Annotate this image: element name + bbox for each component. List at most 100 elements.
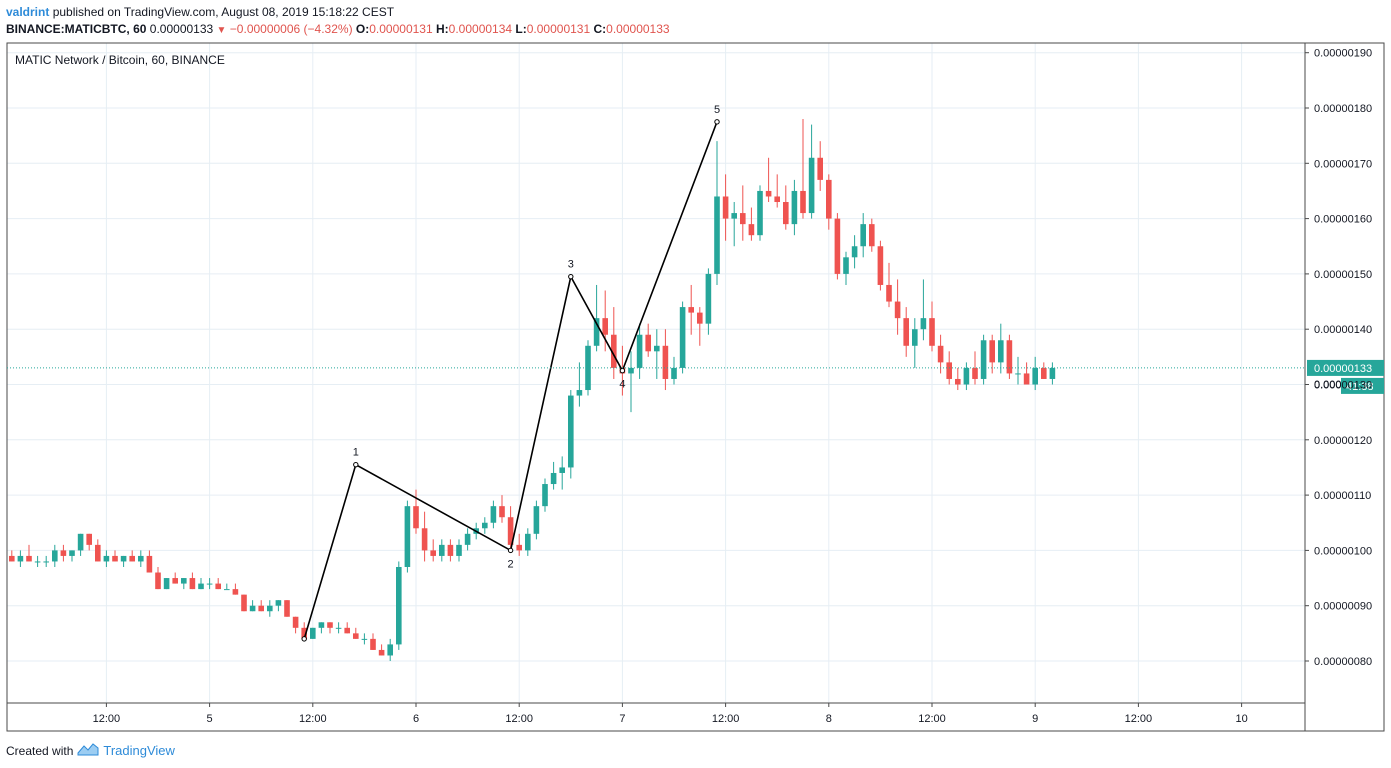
candle: [310, 627, 316, 639]
candle: [550, 461, 557, 490]
candle: [318, 622, 325, 634]
candle: [602, 290, 608, 352]
time-tick-label: 12:00: [712, 713, 740, 725]
candle-body: [129, 555, 135, 562]
candlestick-series: [9, 119, 1056, 661]
candle: [808, 124, 815, 219]
candle-body: [155, 572, 161, 590]
candle-body: [404, 506, 411, 567]
candle-body: [602, 318, 608, 335]
candle: [198, 578, 204, 590]
published-text: published on TradingView.com, August 08,…: [52, 5, 395, 19]
candle: [258, 600, 264, 612]
candle: [1049, 362, 1056, 385]
candle-body: [103, 555, 110, 562]
candle: [955, 367, 961, 391]
tradingview-brand[interactable]: TradingView: [103, 743, 175, 758]
chart-border: [6, 42, 1385, 732]
candle: [972, 351, 978, 385]
candle: [404, 500, 411, 573]
candle: [163, 578, 170, 590]
candle: [344, 622, 350, 634]
candle-body: [396, 566, 402, 645]
candle-body: [826, 179, 832, 219]
candle-body: [740, 213, 746, 225]
candle: [77, 533, 84, 556]
candle-body: [267, 605, 273, 612]
price-axis[interactable]: 0.00000080 0.00000090 0.00000100 0.00000110…: [1305, 48, 1372, 668]
wave-point: [619, 367, 626, 374]
wave-line: [303, 121, 718, 640]
candle-body: [26, 555, 32, 562]
price-tick-label: 0.00000160: [1314, 214, 1372, 226]
publish-info: valdrint published on TradingView.com, A…: [6, 5, 394, 19]
candle-body: [912, 329, 918, 346]
candle: [335, 622, 342, 634]
candle: [112, 550, 118, 562]
candle: [576, 362, 583, 407]
candle: [507, 506, 514, 551]
candle: [52, 544, 58, 567]
candle-body: [1032, 367, 1038, 385]
candle-body: [258, 605, 264, 612]
candle-body: [705, 273, 712, 324]
candle: [34, 555, 41, 567]
candle-body: [576, 390, 583, 396]
time-tick-label: 9: [1032, 713, 1038, 725]
symbol-label[interactable]: BINANCE:MATICBTC, 60: [6, 22, 147, 36]
candle-body: [1023, 373, 1030, 385]
candle-body: [1041, 367, 1047, 379]
candle-body: [791, 190, 798, 225]
wave-point: [353, 461, 359, 468]
time-tick-label: 10: [1235, 713, 1247, 725]
candle-body: [722, 196, 729, 219]
candle-body: [593, 318, 600, 346]
candle-body: [963, 367, 970, 385]
candle-body: [550, 472, 557, 485]
candle-body: [198, 583, 204, 590]
candle-body: [731, 213, 737, 219]
candle: [714, 141, 720, 285]
candle: [172, 572, 178, 584]
candle: [894, 279, 901, 335]
high-value: 0.00000134: [448, 22, 513, 36]
price-tick-label: 0.00000090: [1314, 601, 1372, 613]
wave-point: [568, 273, 574, 280]
candle-body: [671, 367, 677, 379]
candle: [843, 251, 849, 285]
time-axis[interactable]: 12:00 5 12:00 6 12:00 7 12:00 8 12:00 9 12:00 10: [93, 703, 1248, 725]
close-label: C:: [593, 22, 607, 36]
candle-body: [851, 246, 858, 258]
candle: [834, 213, 841, 280]
candle-body: [679, 307, 686, 368]
time-tick-label: 12:00: [1125, 713, 1153, 725]
tradingview-logo-icon[interactable]: [77, 742, 99, 759]
candle: [559, 456, 565, 490]
wave-point: [714, 119, 720, 125]
candle-body: [980, 340, 987, 379]
candle-body: [886, 284, 892, 302]
candle-body: [69, 550, 75, 556]
candle: [275, 600, 282, 612]
candle-body: [482, 522, 488, 529]
candle-body: [542, 484, 548, 507]
candle-body: [430, 550, 436, 556]
elliott-wave-drawing[interactable]: 1 2 3 4 5: [301, 104, 720, 642]
last-price-label: 0.00000133: [1314, 363, 1372, 375]
candle-body: [516, 544, 522, 551]
author-link[interactable]: valdrint: [6, 5, 50, 19]
open-value: 0.00000131: [369, 22, 433, 36]
candle: [783, 185, 789, 230]
candle-body: [937, 345, 944, 363]
wave-label: 3: [568, 259, 574, 271]
candle-body: [284, 600, 290, 617]
candle: [636, 323, 643, 379]
candle-body: [972, 367, 978, 379]
candle-body: [163, 578, 170, 590]
candle-body: [499, 506, 505, 518]
candle: [920, 279, 927, 341]
candle-body: [636, 334, 643, 368]
candle-body: [765, 190, 772, 197]
candle-body: [464, 533, 471, 545]
